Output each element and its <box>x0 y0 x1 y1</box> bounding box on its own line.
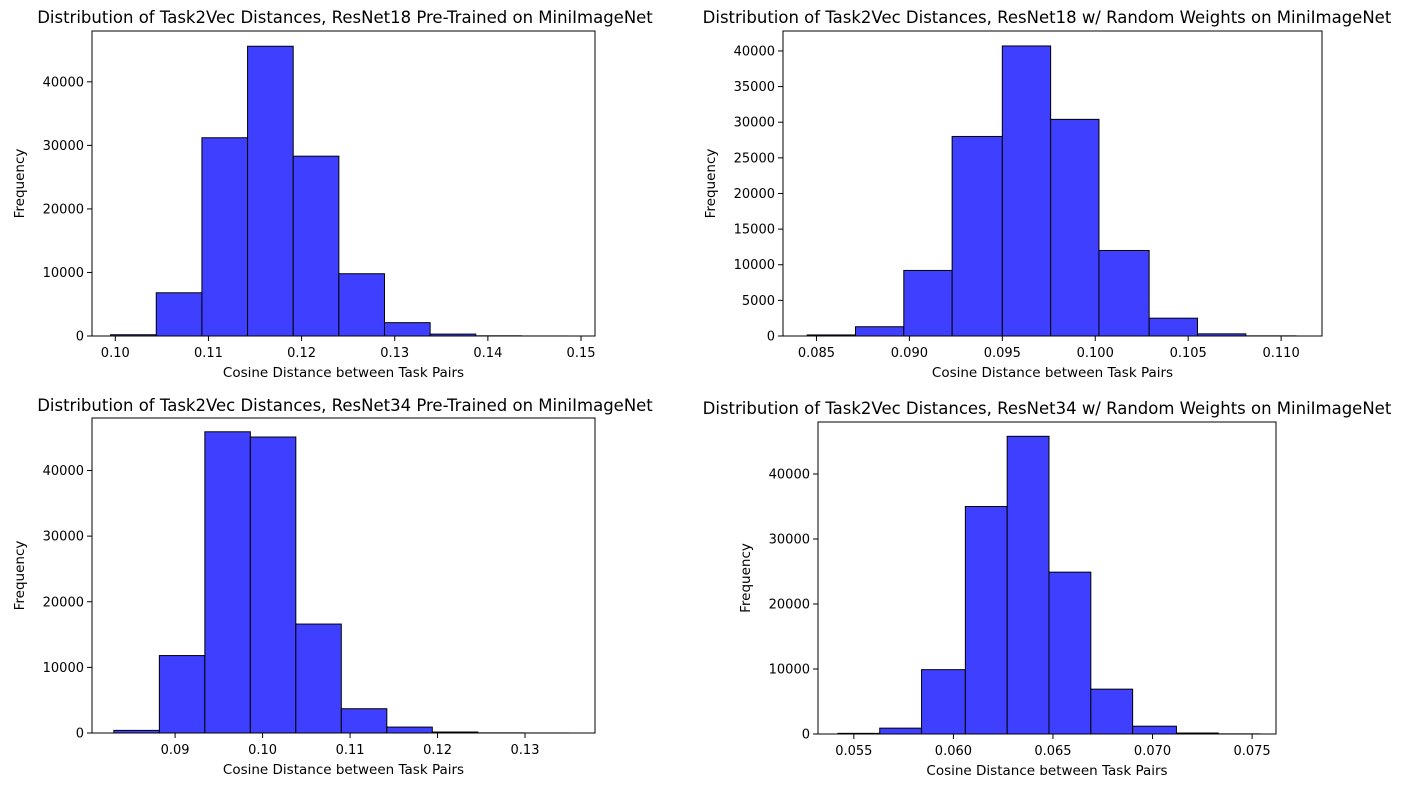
x-axis-label: Cosine Distance between Task Pairs <box>932 365 1173 381</box>
chart-title: Distribution of Task2Vec Distances, ResN… <box>37 8 653 27</box>
y-tick-label: 25000 <box>734 151 775 166</box>
histogram-bar <box>1148 317 1198 337</box>
chart-title: Distribution of Task2Vec Distances, ResN… <box>37 396 653 415</box>
histogram-bar <box>1050 118 1100 337</box>
y-tick-label: 40000 <box>769 468 810 483</box>
y-axis-label: Frequency <box>12 541 28 611</box>
plot-frame <box>91 417 596 734</box>
y-tick-label: 30000 <box>43 139 84 154</box>
histogram-bar <box>1098 249 1150 337</box>
x-tick-label: 0.110 <box>1263 346 1300 361</box>
histogram-bar <box>295 623 342 734</box>
histogram-resnet18-random: Distribution of Task2Vec Distances, ResN… <box>703 8 1392 381</box>
histogram-bar <box>247 45 294 337</box>
y-tick-label: 20000 <box>43 202 84 217</box>
y-axis-label: Frequency <box>738 543 754 613</box>
histogram-bar <box>201 137 249 337</box>
x-tick-label: 0.065 <box>1034 744 1071 759</box>
x-tick-label: 0.12 <box>287 346 316 361</box>
histogram-bar <box>964 506 1008 735</box>
histogram-bar <box>879 727 923 735</box>
histogram-bar <box>292 155 340 337</box>
histogram-bar <box>155 292 203 337</box>
y-tick-label: 0 <box>76 330 84 345</box>
histogram-bar <box>383 322 431 337</box>
plot-frame <box>91 30 596 337</box>
histogram-resnet34-random: Distribution of Task2Vec Distances, ResN… <box>703 399 1392 779</box>
x-tick-label: 0.11 <box>194 346 223 361</box>
y-tick-label: 35000 <box>734 80 775 95</box>
histogram-bar <box>1090 688 1134 735</box>
x-tick-label: 0.060 <box>935 744 972 759</box>
y-tick-label: 30000 <box>769 533 810 548</box>
x-tick-label: 0.13 <box>511 743 540 758</box>
y-axis-label: Frequency <box>703 149 719 219</box>
x-tick-label: 0.10 <box>248 743 277 758</box>
chart-panel-resnet18-random: Distribution of Task2Vec Distances, ResN… <box>700 0 1403 395</box>
x-tick-label: 0.105 <box>1170 346 1207 361</box>
histogram-resnet18-pretrained: Distribution of Task2Vec Distances, ResN… <box>12 8 653 381</box>
y-tick-label: 10000 <box>769 663 810 678</box>
y-tick-label: 0 <box>76 727 84 742</box>
x-tick-label: 0.100 <box>1077 346 1114 361</box>
x-axis-label: Cosine Distance between Task Pairs <box>223 762 464 778</box>
x-axis-label: Cosine Distance between Task Pairs <box>926 763 1167 779</box>
x-tick-label: 0.14 <box>473 346 502 361</box>
y-tick-label: 20000 <box>43 595 84 610</box>
histogram-bar <box>854 326 905 337</box>
chart-title: Distribution of Task2Vec Distances, ResN… <box>703 8 1392 27</box>
y-tick-label: 10000 <box>43 661 84 676</box>
y-tick-label: 40000 <box>734 44 775 59</box>
y-tick-label: 30000 <box>43 530 84 545</box>
histogram-bar <box>158 655 206 734</box>
y-tick-label: 0 <box>802 728 810 743</box>
y-tick-label: 0 <box>767 330 775 345</box>
chart-panel-resnet34-pretrained: Distribution of Task2Vec Distances, ResN… <box>0 395 700 789</box>
histogram-bar <box>921 669 966 735</box>
plot-frame <box>782 30 1323 337</box>
y-tick-label: 30000 <box>734 116 775 131</box>
histogram-bar <box>1048 571 1092 735</box>
histogram-bar <box>951 135 1003 337</box>
y-axis-label: Frequency <box>12 149 28 219</box>
histogram-bar <box>249 436 297 734</box>
histogram-bar <box>1001 45 1052 337</box>
x-axis-label: Cosine Distance between Task Pairs <box>223 365 464 381</box>
x-tick-label: 0.070 <box>1134 744 1171 759</box>
chart-panel-resnet34-random: Distribution of Task2Vec Distances, ResN… <box>700 395 1403 789</box>
plot-frame <box>817 421 1277 735</box>
histogram-bar <box>340 708 388 734</box>
histogram-bar <box>204 431 251 734</box>
chart-title: Distribution of Task2Vec Distances, ResN… <box>703 399 1392 418</box>
x-tick-label: 0.095 <box>984 346 1021 361</box>
x-tick-label: 0.13 <box>380 346 409 361</box>
x-tick-label: 0.10 <box>101 346 130 361</box>
y-tick-label: 20000 <box>734 187 775 202</box>
y-tick-label: 10000 <box>734 258 775 273</box>
histogram-bar <box>1132 725 1177 735</box>
x-tick-label: 0.055 <box>835 744 872 759</box>
x-tick-label: 0.11 <box>336 743 365 758</box>
x-tick-label: 0.12 <box>423 743 452 758</box>
x-tick-label: 0.075 <box>1233 744 1270 759</box>
y-tick-label: 40000 <box>43 464 84 479</box>
y-tick-label: 40000 <box>43 75 84 90</box>
histogram-resnet34-pretrained: Distribution of Task2Vec Distances, ResN… <box>12 396 653 778</box>
chart-panel-resnet18-pretrained: Distribution of Task2Vec Distances, ResN… <box>0 0 700 395</box>
x-tick-label: 0.09 <box>161 743 190 758</box>
x-tick-label: 0.085 <box>798 346 835 361</box>
histogram-bar <box>1006 435 1050 735</box>
x-tick-label: 0.15 <box>567 346 596 361</box>
y-tick-label: 5000 <box>742 294 775 309</box>
y-tick-label: 20000 <box>769 598 810 613</box>
y-tick-label: 15000 <box>734 223 775 238</box>
histogram-bar <box>338 273 385 337</box>
x-tick-label: 0.090 <box>891 346 928 361</box>
histogram-bar <box>903 269 953 337</box>
y-tick-label: 10000 <box>43 266 84 281</box>
histogram-bar <box>386 726 433 734</box>
